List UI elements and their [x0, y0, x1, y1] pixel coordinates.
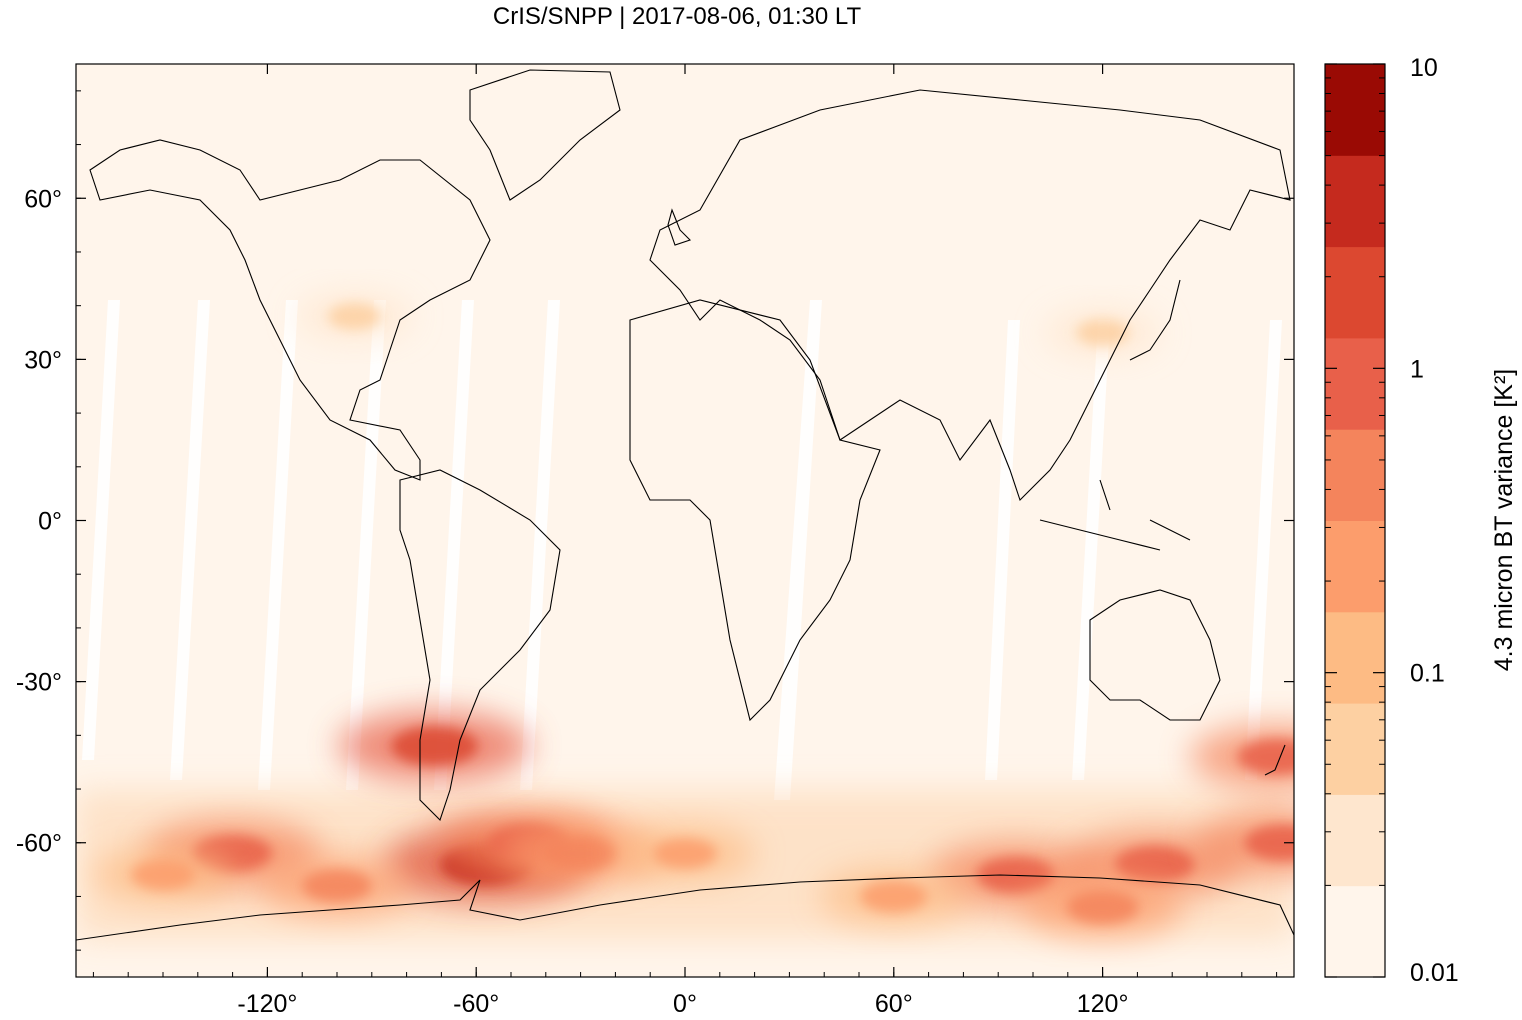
hotspot-core: [1237, 738, 1294, 775]
map-panel: -120° -60° 0° 60° 120° 60° 30° 0° -30° -60°: [16, 63, 1295, 1018]
y-tick-label: 0°: [38, 508, 62, 536]
north-america-coast: [89, 139, 491, 481]
hotspot-core: [1244, 824, 1294, 861]
hotspot-core: [1076, 319, 1129, 346]
hotspot-core: [131, 859, 195, 891]
colorbar-tick-label: 1: [1410, 355, 1424, 383]
y-tick-label: 60°: [24, 185, 62, 213]
hotspot-core: [391, 726, 478, 766]
japan-coast: [1129, 279, 1181, 361]
swath-gap: [1245, 320, 1282, 780]
colorbar-bands: [1325, 64, 1385, 978]
x-tick-label: -60°: [453, 990, 499, 1018]
hotspot-layer: [92, 292, 1294, 938]
swath-gap: [434, 300, 474, 790]
colorbar-tick-label: 10: [1410, 54, 1438, 82]
colorbar: 10 1 0.1 0.01 4.3 micron BT variance [K²]: [1324, 54, 1518, 987]
x-tick-label: 120°: [1077, 990, 1129, 1018]
hotspot-core: [1066, 890, 1139, 924]
colorbar-tick-label: 0.01: [1410, 959, 1459, 987]
swath-gap: [1072, 320, 1110, 780]
colorbar-band: [1325, 64, 1385, 156]
swath-gap: [258, 300, 298, 790]
swath-gap: [82, 300, 120, 760]
hotspot-core: [860, 880, 928, 913]
colorbar-band: [1325, 611, 1385, 704]
hotspot-core: [328, 303, 381, 330]
x-tick-label: 0°: [673, 990, 697, 1018]
africa-coast: [629, 299, 881, 722]
colorbar-band: [1325, 885, 1385, 978]
colorbar-band: [1325, 520, 1385, 613]
swath-gap: [170, 300, 210, 780]
y-tick-label: 30°: [24, 346, 62, 374]
colorbar-title: 4.3 micron BT variance [K²]: [1490, 369, 1518, 671]
swath-gap: [346, 300, 386, 790]
colorbar-band: [1325, 429, 1385, 521]
colorbar-band: [1325, 246, 1385, 339]
swath-gap: [520, 300, 560, 790]
swath-gaps: [82, 300, 1282, 800]
indonesia-coast: [1039, 479, 1191, 551]
colorbar-band: [1325, 155, 1385, 248]
greenland-coast: [469, 69, 621, 201]
uk-coast: [667, 208, 692, 246]
colorbar-band: [1325, 337, 1385, 430]
hotspot-core: [1114, 845, 1195, 883]
colorbar-band: [1325, 703, 1385, 795]
colorbar-band: [1325, 794, 1385, 887]
colorbar-ticks: 10 1 0.1 0.01: [1325, 54, 1459, 987]
map-ticks: -120° -60° 0° 60° 120° 60° 30° 0° -30° -60°: [16, 64, 1294, 1018]
colorbar-frame: [1324, 63, 1386, 978]
colorbar-tick-label: 0.1: [1410, 660, 1445, 688]
x-tick-label: -120°: [237, 990, 297, 1018]
south-america-coast: [399, 469, 561, 822]
x-tick-label: 60°: [875, 990, 913, 1018]
australia-coast: [1089, 589, 1221, 721]
hotspot-core: [543, 836, 618, 871]
new-zealand-coast: [1264, 744, 1286, 776]
chart-title: CrIS/SNPP | 2017-08-06, 01:30 LT: [493, 3, 862, 30]
y-tick-label: -60°: [16, 830, 62, 858]
swath-gap: [774, 300, 822, 800]
hotspot-core: [302, 869, 372, 903]
swath-gap: [985, 320, 1020, 780]
antarctica-coast: [76, 874, 1294, 941]
y-tick-label: -30°: [16, 669, 62, 697]
coastlines: [76, 69, 1294, 941]
hotspot-core: [653, 838, 717, 869]
